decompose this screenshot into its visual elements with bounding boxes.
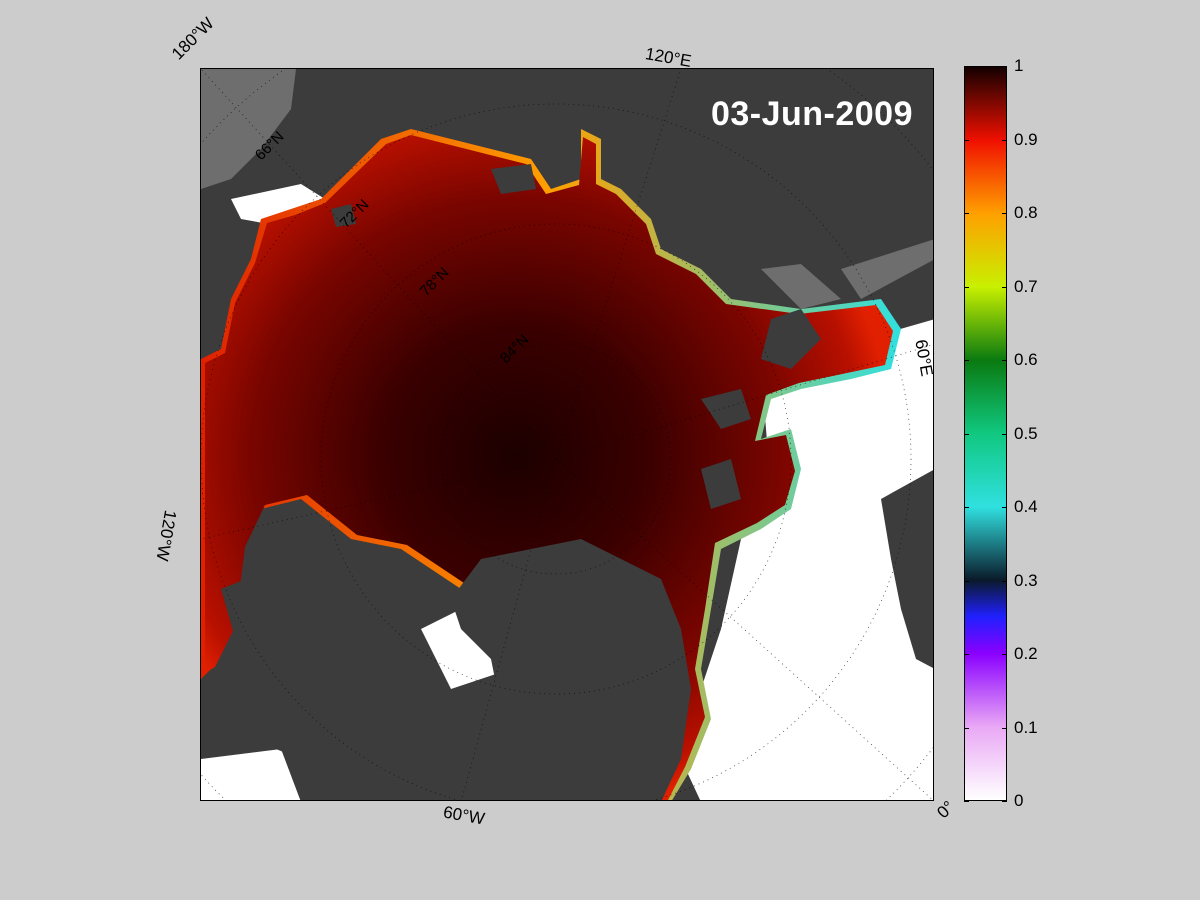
- graticule: [201, 69, 933, 800]
- colorbar-tick-mark: [1002, 507, 1007, 508]
- land-franz-josef: [701, 389, 751, 429]
- colorbar-tick-mark: [964, 213, 969, 214]
- meridian-60e: [555, 344, 933, 460]
- colorbar-tick-mark: [964, 507, 969, 508]
- colorbar-tick-mark: [1002, 727, 1007, 729]
- land-island-1: [221, 569, 311, 659]
- meridian-0: [555, 458, 933, 800]
- meridian-120w: [201, 458, 557, 540]
- colorbar-tick-mark: [964, 654, 969, 655]
- colorbar-tick-mark: [1002, 433, 1007, 435]
- colorbar-tick-mark: [964, 433, 969, 435]
- land-novaya-zemlya: [761, 309, 821, 369]
- lat-circle-78: [320, 223, 792, 695]
- colorbar-tick-mark: [1002, 580, 1007, 582]
- colorbar-tick-label: 0.3: [1014, 570, 1038, 590]
- colorbar-tick-label: 0.7: [1014, 276, 1038, 296]
- land-island-3: [251, 669, 351, 759]
- map-date-title: 03-Jun-2009: [710, 95, 913, 133]
- sea-ice-map: 66°N 72°N 78°N 84°N 03-Jun-2009: [200, 68, 934, 801]
- colorbar-tick-mark: [1002, 286, 1007, 288]
- open-water-iceland: [811, 699, 861, 739]
- colorbar-tick-mark: [964, 580, 969, 582]
- land-baffin-island: [351, 669, 441, 769]
- colorbar-tick-mark: [964, 286, 969, 288]
- colorbar-tick-mark: [1002, 360, 1007, 361]
- land-river-1: [841, 239, 933, 299]
- land-alaska: [201, 69, 296, 189]
- colorbar-tick-label: 0.9: [1014, 129, 1038, 149]
- lat-circle-84: [440, 343, 672, 575]
- land-river-2: [761, 264, 841, 309]
- colorbar-tick-mark: [1002, 213, 1007, 214]
- colorbar-tick-mark: [964, 66, 969, 67]
- lon-label-60w: 60°W: [441, 802, 487, 829]
- colorbar-tick-label: 0.1: [1014, 717, 1038, 737]
- lon-label-120w: 120°W: [152, 508, 180, 563]
- ice-pack: [205, 135, 893, 800]
- land-greenland: [451, 539, 691, 800]
- lon-label-0: 0°: [933, 797, 959, 823]
- colorbar-tick-label: 0.4: [1014, 497, 1038, 516]
- colorbar-tick-mark: [964, 727, 969, 729]
- land-new-siberian-islands: [491, 164, 536, 194]
- colorbar-tick-label: 0.8: [1014, 203, 1038, 222]
- lat-circle-72: [201, 103, 912, 800]
- open-water-atlantic: [681, 319, 933, 800]
- colorbar-tick-mark: [1002, 139, 1007, 141]
- colorbar-tick-label: 0.5: [1014, 423, 1038, 443]
- land-svalbard: [701, 459, 741, 509]
- lon-label-180w: 180°W: [168, 13, 218, 64]
- colorbar-tick-mark: [1002, 654, 1007, 655]
- land-scandinavia: [881, 470, 933, 668]
- colorbar-tick-label: 0: [1014, 791, 1024, 810]
- colorbar: [964, 66, 1007, 801]
- colorbar-tick-mark: [1002, 66, 1007, 67]
- colorbar-tick-mark: [964, 360, 969, 361]
- open-water-hudson: [201, 749, 301, 800]
- colorbar-tick-label: 0.6: [1014, 350, 1038, 369]
- land-wrangel-island: [331, 204, 356, 227]
- colorbar-tick-mark: [1002, 801, 1007, 802]
- colorbar-tick-mark: [964, 139, 969, 141]
- colorbar-tick-label: 1: [1014, 56, 1024, 75]
- colorbar-tick-mark: [964, 801, 969, 802]
- colorbar-tick-label: 0.2: [1014, 644, 1038, 663]
- map-canvas: 66°N 72°N 78°N 84°N: [201, 69, 933, 800]
- land-island-4: [411, 709, 491, 800]
- land-island-2: [311, 569, 401, 639]
